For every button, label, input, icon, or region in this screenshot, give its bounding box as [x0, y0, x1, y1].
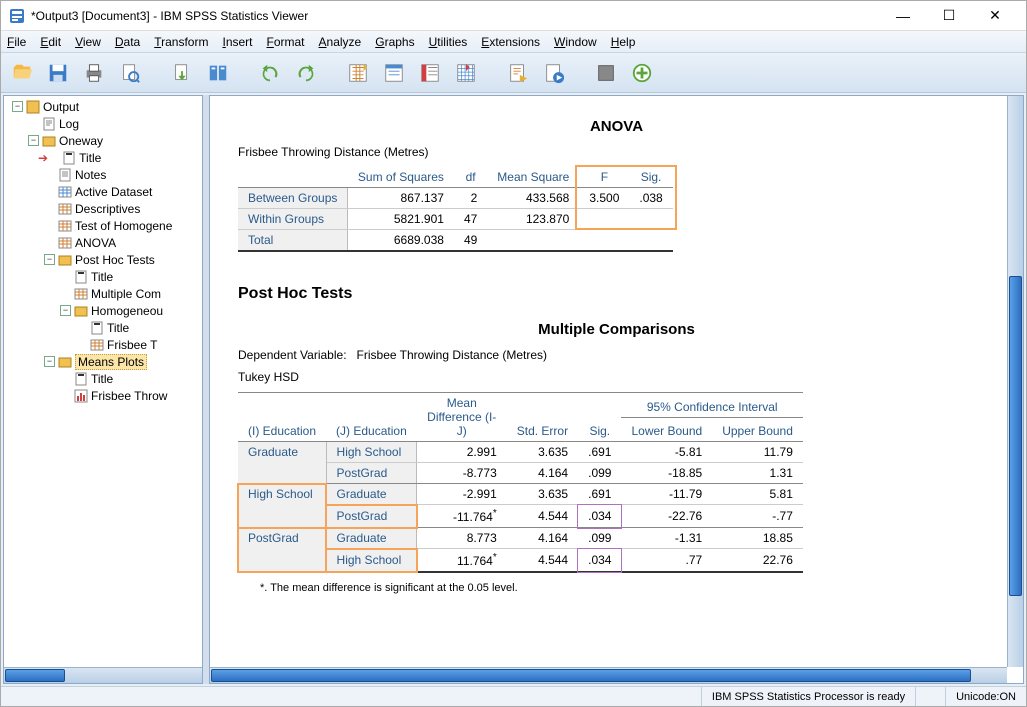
title-bar: *Output3 [Document3] - IBM SPSS Statisti… [1, 1, 1026, 31]
close-button[interactable]: ✕ [972, 1, 1018, 31]
viewer-vscrollbar[interactable] [1007, 96, 1023, 667]
menu-bar: File Edit View Data Transform Insert Format Ana… [1, 31, 1026, 53]
anova-title: ANOVA [238, 118, 995, 135]
print-button[interactable] [79, 58, 109, 88]
run-selection-button[interactable] [539, 58, 569, 88]
menu-analyze[interactable]: Analyze [319, 35, 362, 49]
menu-transform[interactable]: Transform [154, 35, 208, 49]
show-hide-button[interactable] [591, 58, 621, 88]
outline-hscrollbar[interactable] [4, 667, 202, 683]
menu-window[interactable]: Window [554, 35, 597, 49]
mc-title: Multiple Comparisons [238, 321, 995, 338]
run-button[interactable] [503, 58, 533, 88]
work-area: −OutputLog−Oneway➔TitleNotesActive Datas… [1, 93, 1026, 686]
menu-utilities[interactable]: Utilities [429, 35, 468, 49]
anova-table: Sum of SquaresdfMean SquareFSig.Between … [238, 167, 673, 252]
tree-item[interactable]: Test of Homogene [4, 217, 202, 234]
outline-pane[interactable]: −OutputLog−Oneway➔TitleNotesActive Datas… [3, 95, 203, 684]
tree-item[interactable]: Title [4, 268, 202, 285]
menu-extensions[interactable]: Extensions [481, 35, 540, 49]
tree-item[interactable]: −Output [4, 98, 202, 115]
variables-button[interactable] [415, 58, 445, 88]
menu-view[interactable]: View [75, 35, 101, 49]
select-cases-button[interactable] [451, 58, 481, 88]
mc-method: Tukey HSD [238, 370, 995, 384]
posthoc-section-title: Post Hoc Tests [238, 285, 995, 303]
export-button[interactable] [167, 58, 197, 88]
print-preview-button[interactable] [115, 58, 145, 88]
tree-item[interactable]: Title [4, 370, 202, 387]
viewer-hscrollbar[interactable] [210, 667, 1007, 683]
status-processor: IBM SPSS Statistics Processor is ready [701, 687, 915, 706]
goto-case-button[interactable] [379, 58, 409, 88]
tree-item[interactable]: Active Dataset [4, 183, 202, 200]
mc-footnote: *. The mean difference is significant at… [238, 582, 995, 594]
tree-item[interactable]: Frisbee Throw [4, 387, 202, 404]
menu-insert[interactable]: Insert [222, 35, 252, 49]
save-button[interactable] [43, 58, 73, 88]
mc-dv: Dependent Variable: Frisbee Throwing Dis… [238, 348, 995, 362]
redo-button[interactable] [291, 58, 321, 88]
status-unicode: Unicode:ON [945, 687, 1026, 706]
minimize-button[interactable]: — [880, 1, 926, 31]
goto-data-button[interactable] [343, 58, 373, 88]
app-icon [9, 8, 25, 24]
mc-table: (I) Education(J) EducationMean Differenc… [238, 392, 803, 573]
menu-data[interactable]: Data [115, 35, 140, 49]
undo-button[interactable] [255, 58, 285, 88]
designate-window-button[interactable] [627, 58, 657, 88]
menu-graphs[interactable]: Graphs [375, 35, 414, 49]
menu-help[interactable]: Help [611, 35, 636, 49]
menu-format[interactable]: Format [267, 35, 305, 49]
tree-item[interactable]: Frisbee T [4, 336, 202, 353]
menu-file[interactable]: File [7, 35, 26, 49]
tree-item[interactable]: −Means Plots [4, 353, 202, 370]
tree-item[interactable]: Multiple Com [4, 285, 202, 302]
tree-item[interactable]: −Oneway [4, 132, 202, 149]
anova-caption: Frisbee Throwing Distance (Metres) [238, 145, 995, 159]
open-button[interactable] [7, 58, 37, 88]
status-bar: IBM SPSS Statistics Processor is ready U… [1, 686, 1026, 706]
viewer-pane[interactable]: ANOVA Frisbee Throwing Distance (Metres)… [209, 95, 1024, 684]
window-title: *Output3 [Document3] - IBM SPSS Statisti… [31, 9, 880, 23]
tree-item[interactable]: −Post Hoc Tests [4, 251, 202, 268]
tree-item[interactable]: ANOVA [4, 234, 202, 251]
tree-item[interactable]: −Homogeneou [4, 302, 202, 319]
tree-item[interactable]: Title [4, 319, 202, 336]
maximize-button[interactable]: ☐ [926, 1, 972, 31]
menu-edit[interactable]: Edit [40, 35, 61, 49]
toolbar [1, 53, 1026, 93]
dialog-recall-button[interactable] [203, 58, 233, 88]
tree-item[interactable]: Log [4, 115, 202, 132]
tree-item[interactable]: Descriptives [4, 200, 202, 217]
tree-item[interactable]: ➔Title [4, 149, 202, 166]
tree-item[interactable]: Notes [4, 166, 202, 183]
